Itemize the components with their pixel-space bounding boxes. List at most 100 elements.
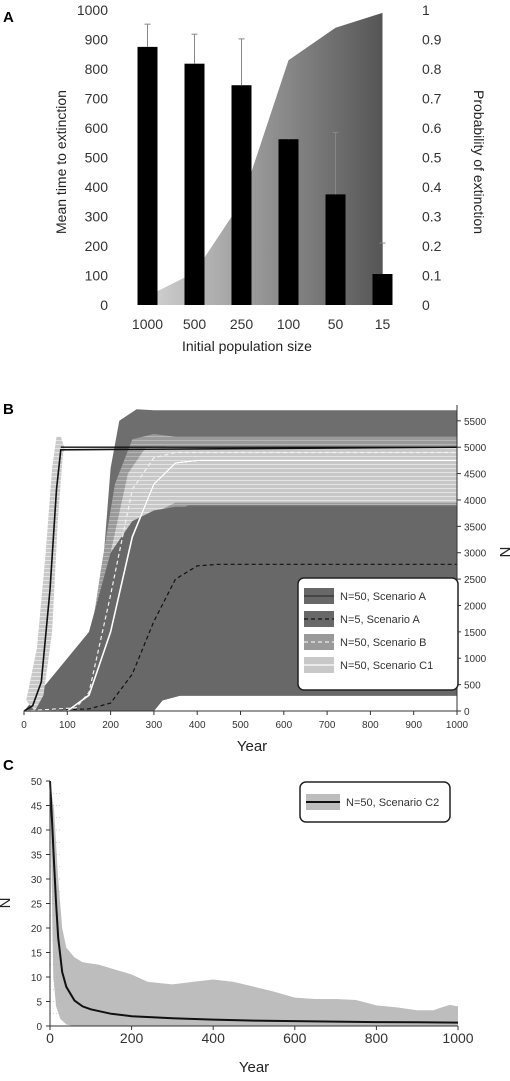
panel-a-chart: 0 100 200 300 400 500 600 700 800 900 1000 0 0.1 0.2… (53, 2, 487, 354)
y-tick-label: 500 (464, 681, 481, 692)
x-tick-label: 200 (102, 720, 119, 731)
x-tick-label: 0 (21, 720, 27, 731)
y-tick-label: 20 (31, 924, 43, 935)
x-tick-label: 800 (362, 720, 379, 731)
y-tick-label: 3000 (464, 549, 487, 560)
y-tick-label: 2000 (464, 601, 487, 612)
y-tick-label: 35 (31, 851, 43, 862)
y-tick-label: 100 (85, 268, 109, 284)
y2-tick-label: 0.3 (422, 209, 442, 225)
x-tick-label: 600 (283, 1030, 307, 1046)
y-tick-label: 200 (85, 238, 109, 254)
x-tick-label: 50 (328, 316, 344, 332)
y-tick-label: 50 (31, 777, 43, 788)
x-tick-label: 700 (319, 720, 336, 731)
panel-c-chart: 0 200 400 600 800 1000 0 5 10 15 20 25 30 35 40 45 50 N… (0, 777, 474, 1076)
y-tick-label: 4500 (464, 470, 487, 481)
y-tick-label: 5500 (464, 417, 487, 428)
y2-tick-label: 0.4 (422, 179, 442, 195)
y-tick-label: 1500 (464, 628, 487, 639)
bar-250 (231, 85, 252, 305)
y-tick-label: 3500 (464, 522, 487, 533)
y-tick-label: 500 (85, 150, 109, 166)
x-tick-label: 500 (232, 720, 249, 731)
y-tick-label: 15 (31, 949, 43, 960)
panel-b-legend-box (297, 577, 459, 691)
x-tick-label: 250 (230, 316, 254, 332)
y-tick-label: 1000 (77, 2, 108, 18)
x-tick-label: 100 (59, 720, 76, 731)
y2-tick-label: 1 (422, 2, 430, 18)
x-tick-label: 0 (46, 1030, 54, 1046)
x-tick-label: 900 (405, 720, 422, 731)
y-tick-label: 5 (36, 998, 42, 1009)
bar-1000 (137, 46, 158, 305)
panel-b-y-axis-label: N (496, 547, 510, 558)
x-tick-label: 600 (275, 720, 292, 731)
legend-label: N=50, Scenario A (340, 591, 427, 603)
x-tick-label: 1000 (446, 720, 469, 731)
series-line-3 (24, 459, 457, 712)
y-tick-label: 40 (31, 826, 43, 837)
panel-letter-a: A (3, 9, 14, 26)
scenario-c2-mean-line (49, 780, 459, 1024)
x-tick-label: 400 (189, 720, 206, 731)
series-line-4 (23, 446, 458, 712)
x-tick-label: 200 (120, 1030, 144, 1046)
panel-a-y-axis-label: Mean time to extinction (53, 90, 69, 234)
panel-letter-b: B (3, 401, 14, 418)
panel-letter-c: C (3, 757, 14, 774)
bar-50 (325, 194, 346, 305)
y-tick-label: 0 (36, 1022, 42, 1033)
bar-500 (184, 63, 205, 305)
y-tick-label: 10 (31, 973, 43, 984)
scenario-c1-band (76, 446, 457, 711)
y-tick-label: 25 (31, 900, 43, 911)
y2-tick-label: 0.5 (422, 150, 442, 166)
y-tick-label: 300 (85, 209, 109, 225)
x-tick-label: 1000 (132, 316, 163, 332)
panel-c-legend-box (299, 781, 451, 823)
bar-100 (278, 139, 299, 305)
legend-label: N=5, Scenario A (340, 614, 420, 626)
y-tick-label: 800 (85, 61, 109, 77)
bar-15 (372, 274, 393, 305)
x-tick-label: 500 (183, 316, 207, 332)
x-tick-label: 400 (202, 1030, 226, 1046)
x-tick-label: 15 (375, 316, 391, 332)
x-tick-label: 300 (146, 720, 163, 731)
y-tick-label: 30 (31, 875, 43, 886)
y-tick-label: 4000 (464, 496, 487, 507)
panel-b-x-axis-label: Year (237, 738, 267, 755)
y-tick-label: 0 (100, 297, 108, 313)
extinction-probability-area (147, 12, 383, 306)
legend-label: N=50, Scenario C2 (346, 797, 439, 809)
x-tick-label: 1000 (442, 1030, 473, 1046)
y2-tick-label: 0 (422, 297, 430, 313)
panel-b-legend: N=50, Scenario A N=5, Scenario A N=50, Sce… (297, 577, 459, 691)
panel-c-legend: N=50, Scenario C2 (299, 781, 451, 823)
panel-a-x-axis-label: Initial population size (182, 338, 312, 354)
y-tick-label: 900 (85, 32, 109, 48)
series-line-2 (23, 451, 457, 712)
panel-a-y2-axis-label: Probability of extinction (471, 90, 487, 234)
y-tick-label: 5000 (464, 443, 487, 454)
y-tick-label: 400 (85, 179, 109, 195)
y-tick-label: 2500 (464, 575, 487, 586)
scenario-c2-band (50, 781, 458, 1026)
y-tick-label: 600 (85, 120, 109, 136)
x-tick-label: 100 (277, 316, 301, 332)
y-tick-label: 0 (464, 707, 470, 718)
y2-tick-label: 0.1 (422, 268, 442, 284)
y2-tick-label: 0.7 (422, 91, 442, 107)
x-tick-label: 800 (365, 1030, 389, 1046)
y2-tick-label: 0.8 (422, 61, 442, 77)
legend-label: N=50, Scenario C1 (340, 660, 433, 672)
panel-c-y-axis-label: N (0, 898, 14, 909)
legend-label: N=50, Scenario B (340, 637, 427, 649)
y-tick-label: 700 (85, 91, 109, 107)
y-tick-label: 1000 (464, 654, 487, 665)
y-tick-label: 45 (31, 802, 43, 813)
y2-tick-label: 0.6 (422, 120, 442, 136)
